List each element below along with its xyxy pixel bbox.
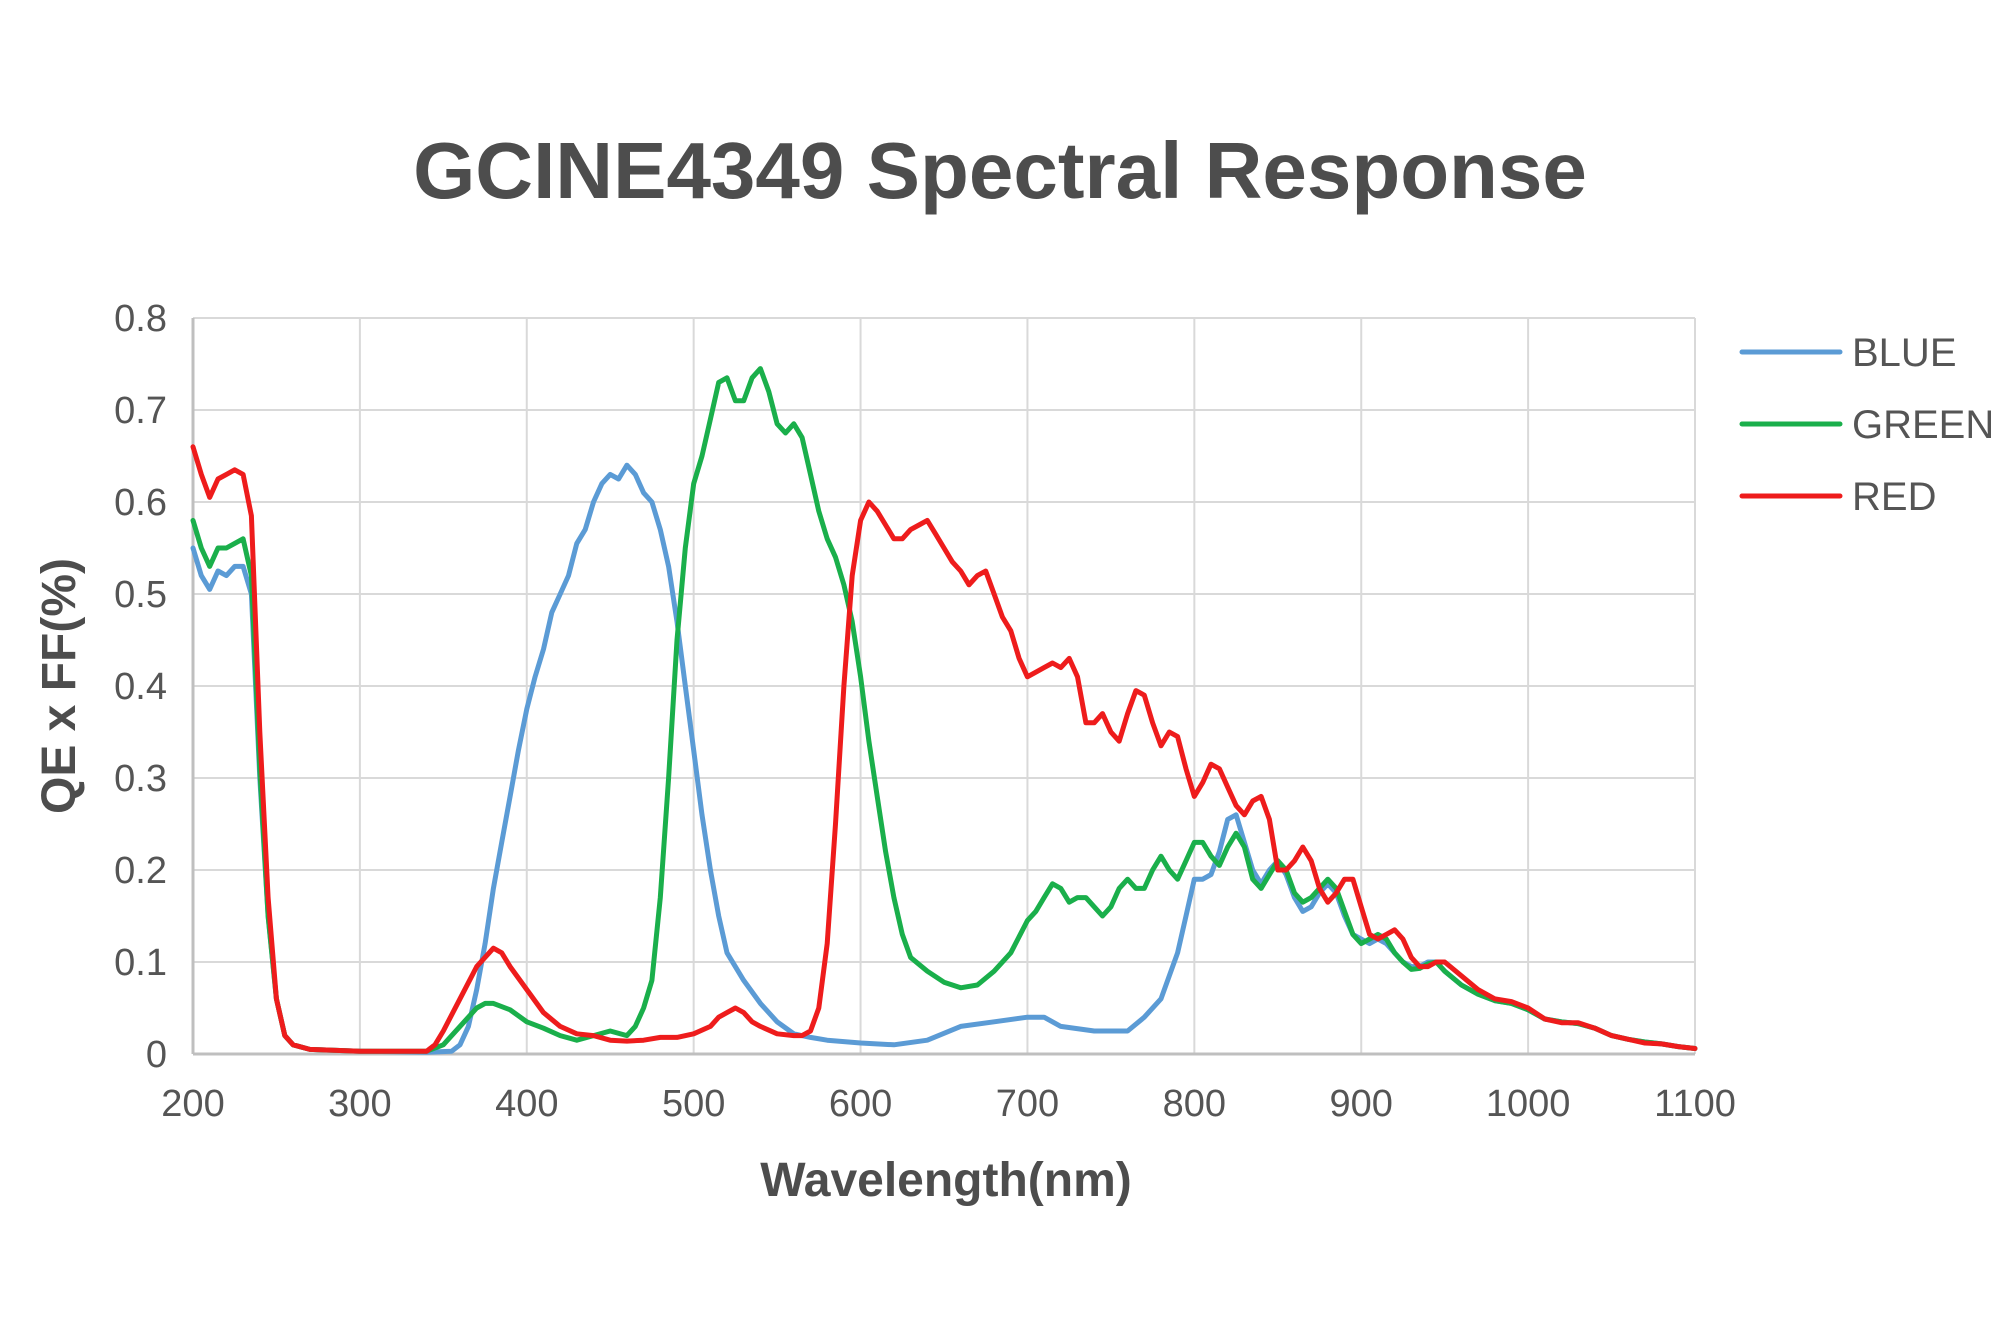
y-axis-title: QE x FF(%): [33, 558, 86, 814]
series-line-green: [190, 366, 1698, 1054]
series-lines: [190, 366, 1698, 1055]
x-axis-title: Wavelength(nm): [760, 1154, 1132, 1207]
x-tick-label: 800: [1163, 1083, 1226, 1125]
x-tick-label: 900: [1330, 1083, 1393, 1125]
y-tick-label: 0: [146, 1034, 167, 1076]
y-tick-label: 0.2: [114, 850, 167, 892]
series-line-blue: [190, 462, 1698, 1055]
y-axis-ticks: 0 0.1 0.2 0.3 0.4 0.5 0.6 0.7 0.8: [114, 298, 167, 1076]
x-tick-label: 200: [161, 1083, 224, 1125]
legend-label-green: GREEN: [1852, 403, 1994, 447]
y-tick-label: 0.6: [114, 482, 167, 524]
x-tick-label: 500: [662, 1083, 725, 1125]
y-tick-label: 0.4: [114, 666, 167, 708]
grid: [192, 317, 1696, 1055]
y-tick-label: 0.1: [114, 942, 167, 984]
x-tick-label: 1100: [1654, 1083, 1736, 1125]
legend-label-red: RED: [1852, 475, 1936, 519]
y-tick-label: 0.7: [114, 390, 167, 432]
y-tick-label: 0.5: [114, 574, 167, 616]
series-line-red: [190, 444, 1698, 1054]
x-tick-label: 1000: [1486, 1083, 1571, 1125]
legend: BLUE GREEN RED: [1739, 331, 1994, 519]
x-tick-label: 400: [495, 1083, 558, 1125]
legend-label-blue: BLUE: [1852, 331, 1957, 375]
y-tick-label: 0.3: [114, 758, 167, 800]
x-tick-label: 700: [996, 1083, 1059, 1125]
x-axis-ticks: 200 300 400 500 600 700 800 900 1000 1100: [161, 1083, 1736, 1125]
x-tick-label: 600: [829, 1083, 892, 1125]
x-tick-label: 300: [328, 1083, 391, 1125]
y-tick-label: 0.8: [114, 298, 167, 340]
chart-title: GCINE4349 Spectral Response: [413, 126, 1587, 215]
